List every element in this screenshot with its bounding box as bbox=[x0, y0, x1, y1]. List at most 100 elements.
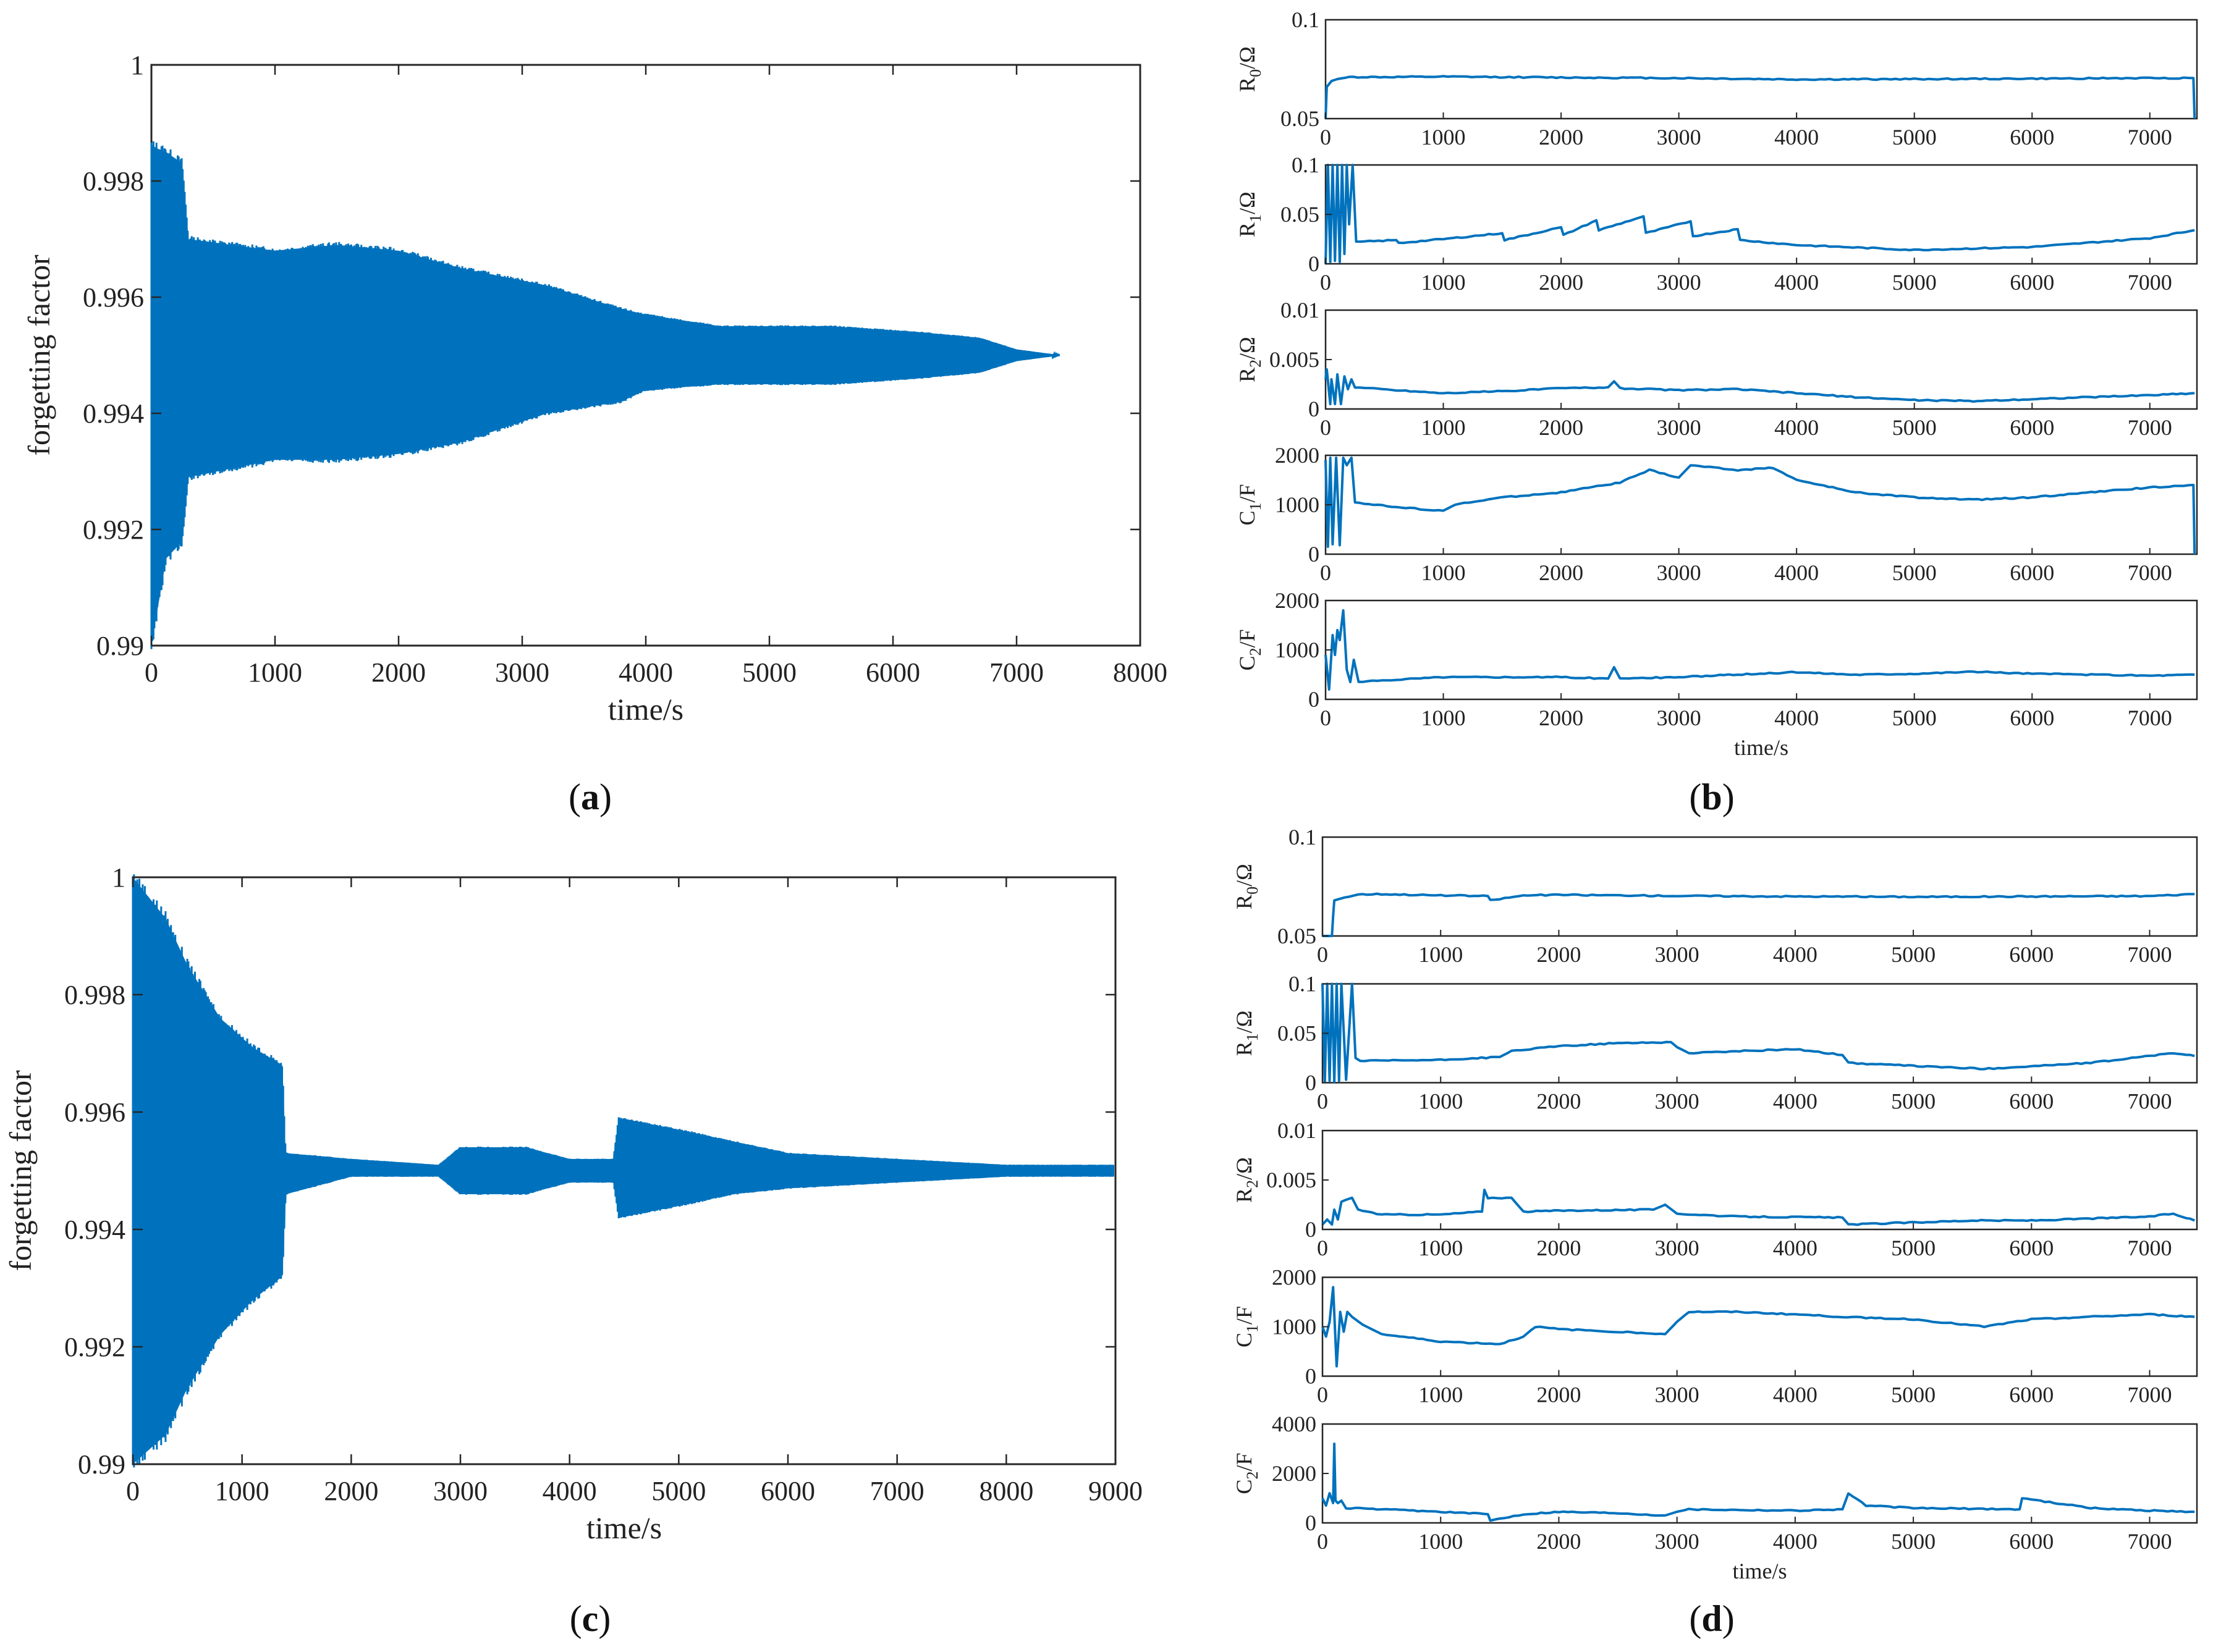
y-label-main: R bbox=[1232, 1041, 1256, 1056]
y-axis-label: R2/Ω bbox=[1235, 337, 1264, 382]
x-tick-label: 4000 bbox=[1773, 1089, 1817, 1114]
x-tick-label: 7000 bbox=[2128, 415, 2172, 440]
x-tick-label: 6000 bbox=[2009, 942, 2054, 967]
x-tick-label: 7000 bbox=[2128, 1383, 2172, 1407]
y-label-sub: 2 bbox=[1246, 360, 1264, 368]
x-tick-label: 7000 bbox=[2128, 270, 2172, 295]
x-tick-label: 1000 bbox=[1421, 560, 1466, 585]
forgetting-factor-band bbox=[133, 877, 1114, 1464]
y-tick-label: 0.05 bbox=[1280, 202, 1319, 227]
y-tick-label: 0.998 bbox=[64, 980, 125, 1010]
y-axis-label: R2/Ω bbox=[1232, 1157, 1261, 1203]
y-tick-label: 0.996 bbox=[64, 1097, 125, 1127]
y-label-main: C bbox=[1235, 511, 1259, 526]
x-tick-label: 4000 bbox=[1773, 942, 1817, 967]
x-tick-label: 2000 bbox=[1536, 1089, 1581, 1114]
x-tick-label: 7000 bbox=[2128, 1236, 2172, 1260]
y-tick-label: 0 bbox=[1305, 1071, 1316, 1095]
subplot-c1: 0 1000 2000 3000 4000 5000 6000 7000 0 1000 2000 C1… bbox=[1232, 1265, 2198, 1407]
chart-c: 0 1000 2000 3000 4000 5000 6000 7000 8000 9000 0.9… bbox=[3, 862, 1143, 1545]
x-tick-label: 3000 bbox=[433, 1476, 488, 1506]
subplot-frame bbox=[1321, 983, 2198, 1084]
y-tick-label: 1 bbox=[130, 50, 144, 80]
panel-paren-open: ( bbox=[569, 777, 581, 817]
x-tick-label: 2000 bbox=[1536, 1529, 1581, 1554]
x-axis-label: time/s bbox=[608, 692, 683, 727]
x-tick-label: 5000 bbox=[1891, 1529, 1936, 1554]
y-tick-label: 1 bbox=[112, 862, 125, 893]
x-tick-label: 5000 bbox=[1892, 415, 1937, 440]
x-tick-label: 5000 bbox=[1892, 125, 1937, 150]
x-tick-label: 3000 bbox=[1655, 1236, 1699, 1260]
x-tick-label: 4000 bbox=[1774, 415, 1819, 440]
y-tick-label: 0 bbox=[1308, 397, 1319, 421]
panel-letter: d bbox=[1701, 1598, 1722, 1639]
x-tick-label: 3000 bbox=[1655, 1529, 1699, 1554]
x-tick-label: 5000 bbox=[1891, 1089, 1936, 1114]
subplot-frame bbox=[1324, 164, 2198, 265]
x-tick-label: 2000 bbox=[1539, 125, 1583, 150]
x-tick-label: 3000 bbox=[1655, 1383, 1699, 1407]
x-axis-label: time/s bbox=[586, 1511, 662, 1545]
x-tick-label: 6000 bbox=[2010, 560, 2054, 585]
x-tick-label: 0 bbox=[1320, 706, 1331, 730]
y-tick-label: 0.99 bbox=[96, 631, 144, 661]
y-axis-label: R0/Ω bbox=[1232, 864, 1261, 909]
y-label-main: R bbox=[1232, 895, 1256, 909]
panel-label: (a) bbox=[569, 777, 612, 817]
y-label-sub: 1 bbox=[1246, 214, 1264, 222]
y-tick-label: 0 bbox=[1308, 687, 1319, 712]
y-label-main: C bbox=[1232, 1480, 1256, 1494]
x-tick-label: 1000 bbox=[1421, 706, 1466, 730]
x-tick-label: 7000 bbox=[2128, 1529, 2172, 1554]
panel-paren-open: ( bbox=[570, 1598, 582, 1639]
parameter-series bbox=[1321, 982, 2195, 1083]
x-tick-label: 0 bbox=[1320, 125, 1331, 150]
x-tick-label: 5000 bbox=[1892, 270, 1937, 295]
chart-d: 0 1000 2000 3000 4000 5000 6000 70000.050.1R0/Ω… bbox=[1232, 825, 2198, 1583]
y-tick-label: 0.992 bbox=[83, 515, 144, 545]
x-axis-label: time/s bbox=[1734, 735, 1788, 760]
y-label-main: R bbox=[1235, 77, 1259, 92]
chart-b: 0 1000 2000 3000 4000 5000 6000 70000.050.1R0/Ω… bbox=[1235, 7, 2198, 760]
x-tick-label: 3000 bbox=[1657, 706, 1701, 730]
x-tick-label: 0 bbox=[1317, 1383, 1328, 1407]
y-label-sub: 0 bbox=[1243, 887, 1261, 895]
x-tick-label: 5000 bbox=[651, 1476, 706, 1506]
x-tick-label: 1000 bbox=[1418, 1236, 1463, 1260]
y-tick-label: 0.05 bbox=[1277, 1021, 1316, 1046]
y-tick-label: 0.996 bbox=[83, 282, 144, 313]
x-tick-label: 2000 bbox=[1536, 1383, 1581, 1407]
panel-letter: a bbox=[581, 777, 599, 817]
x-tick-label: 1000 bbox=[1418, 1529, 1463, 1554]
y-tick-label: 0.1 bbox=[1288, 972, 1316, 997]
x-tick-label: 1000 bbox=[1418, 1383, 1463, 1407]
x-tick-label: 8000 bbox=[979, 1476, 1033, 1506]
x-tick-label: 1000 bbox=[1421, 125, 1466, 150]
x-tick-label: 2000 bbox=[1536, 942, 1581, 967]
y-label-unit: /Ω bbox=[1235, 46, 1259, 69]
y-label-sub: 1 bbox=[1243, 1325, 1261, 1333]
y-label-main: C bbox=[1232, 1333, 1256, 1347]
panel-label: (d) bbox=[1689, 1598, 1734, 1639]
x-tick-label: 0 bbox=[1317, 1089, 1328, 1114]
x-tick-label: 4000 bbox=[619, 657, 673, 688]
y-tick-label: 0.992 bbox=[64, 1332, 125, 1362]
y-tick-label: 1000 bbox=[1272, 1315, 1316, 1339]
x-tick-label: 6000 bbox=[761, 1476, 815, 1506]
subplot-frame bbox=[1324, 599, 2198, 701]
x-tick-label: 6000 bbox=[2009, 1236, 2054, 1260]
subplot-r1: 0 1000 2000 3000 4000 5000 6000 7000 0 0.05 0.1 R1/… bbox=[1232, 972, 2198, 1114]
x-tick-label: 6000 bbox=[2009, 1089, 2054, 1114]
panel-paren-open: ( bbox=[1689, 777, 1701, 817]
x-tick-label: 0 bbox=[126, 1476, 140, 1506]
x-tick-label: 1000 bbox=[1421, 270, 1466, 295]
y-label-unit: /F bbox=[1235, 484, 1259, 502]
y-tick-label: 2000 bbox=[1275, 588, 1319, 613]
x-axis-label: time/s bbox=[1733, 1559, 1787, 1583]
x-tick-label: 3000 bbox=[1657, 125, 1701, 150]
y-tick-label: 0 bbox=[1308, 251, 1319, 276]
x-tick-label: 0 bbox=[1317, 1236, 1328, 1260]
